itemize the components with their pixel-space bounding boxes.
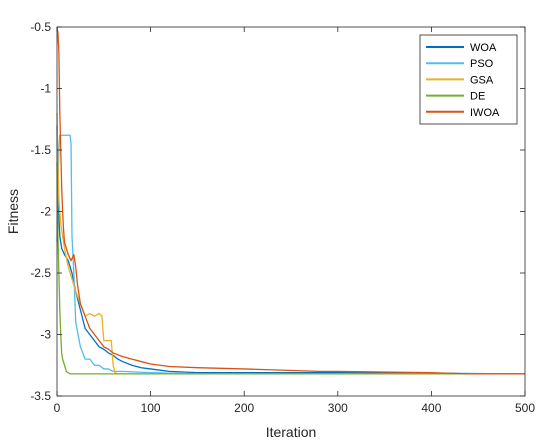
y-axis-label: Fitness [5, 189, 21, 234]
x-tick-label: 100 [141, 401, 161, 415]
series-line-iwoa [56, 26, 525, 375]
x-axis-label: Iteration [266, 424, 317, 440]
y-tick-label: -0.5 [30, 20, 51, 34]
legend-label-iwoa: IWOA [470, 107, 500, 119]
y-tick-label: -2.5 [30, 266, 51, 280]
y-tick-label: -3 [40, 328, 51, 342]
legend-label-woa: WOA [470, 42, 497, 54]
legend: WOA PSO GSA DE IWOA [419, 34, 518, 125]
x-tick-label: 0 [54, 401, 61, 415]
legend-label-de: DE [470, 91, 485, 103]
legend-label-gsa: GSA [470, 74, 494, 86]
series-layer [56, 26, 526, 375]
x-tick-label: 200 [234, 401, 254, 415]
ticks-layer: 0 100 200 300 400 500 -0.5 -1 -1.5 -2 -2.5 -3 -3.5 [30, 20, 535, 415]
series-line-gsa [56, 113, 525, 375]
series-line-pso [56, 134, 525, 375]
series-line-de [56, 162, 525, 375]
x-tick-label: 300 [328, 401, 348, 415]
x-tick-label: 400 [421, 401, 441, 415]
y-tick-label: -3.5 [30, 389, 51, 403]
y-tick-label: -2 [40, 205, 51, 219]
x-tick-label: 500 [515, 401, 535, 415]
y-tick-label: -1 [40, 82, 51, 96]
legend-label-pso: PSO [470, 58, 494, 70]
y-tick-label: -1.5 [30, 143, 51, 157]
